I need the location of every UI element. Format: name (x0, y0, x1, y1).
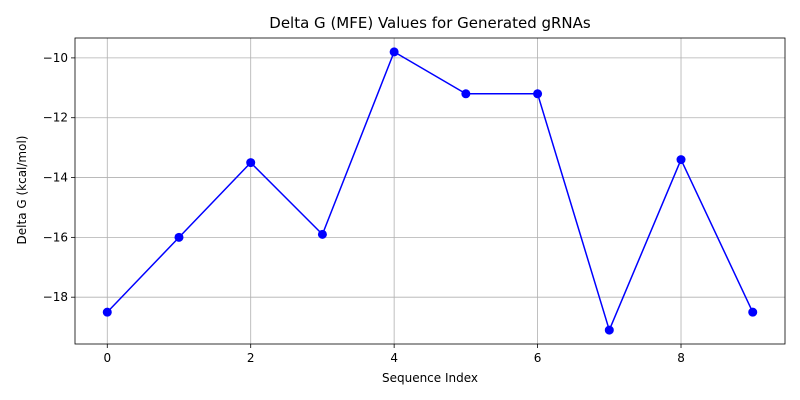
data-point (604, 325, 614, 335)
data-point (317, 229, 327, 239)
y-tick-label: −16 (43, 230, 68, 244)
x-tick-label: 4 (390, 351, 398, 365)
data-point (102, 307, 112, 317)
data-series (102, 47, 758, 335)
data-point (389, 47, 399, 57)
x-axis-label: Sequence Index (382, 371, 478, 385)
y-tick-label: −18 (43, 290, 68, 304)
plot-frame (74, 37, 786, 345)
data-point (174, 232, 184, 242)
data-point (246, 158, 256, 168)
data-point (748, 307, 758, 317)
grid-lines (75, 38, 785, 344)
data-point (461, 89, 471, 99)
x-tick-label: 2 (247, 351, 255, 365)
x-tick-label: 6 (534, 351, 542, 365)
y-tick-label: −10 (43, 51, 68, 65)
x-tick-label: 0 (103, 351, 111, 365)
x-tick-label: 8 (677, 351, 685, 365)
chart-title: Delta G (MFE) Values for Generated gRNAs (269, 14, 591, 32)
data-point (533, 89, 543, 99)
y-tick-label: −14 (43, 171, 68, 185)
series-line (106, 51, 754, 331)
data-point (676, 155, 686, 165)
y-tick-label: −12 (43, 111, 68, 125)
axis-ticks: 0 2 4 6 8 −18 −16 −14 −12 −10 (43, 51, 685, 365)
y-axis-label: Delta G (kcal/mol) (15, 136, 29, 245)
